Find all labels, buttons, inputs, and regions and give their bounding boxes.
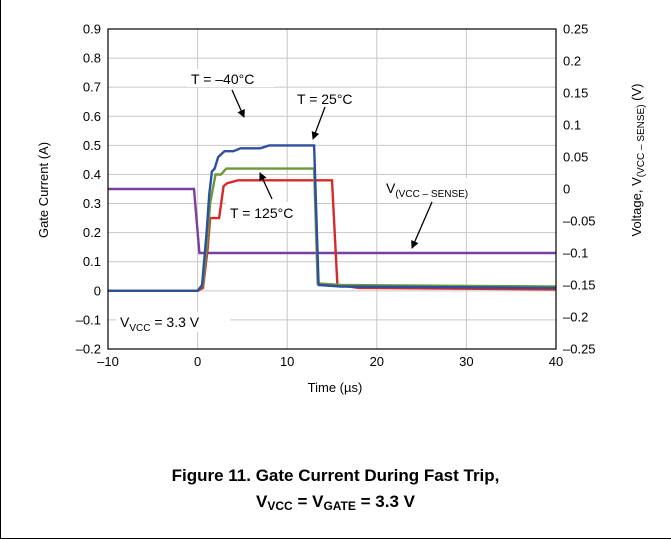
right-y-tick-label: –0.05 [563,214,596,229]
right-y-tick-label: –0.2 [563,310,588,325]
plot-area-border [107,28,557,350]
left-y-tick-label: 0.9 [83,22,101,37]
left-y-axis-title: Gate Current (A) [36,142,51,238]
series-line-vsense [108,187,556,255]
left-y-tick-label: 0 [94,283,101,298]
x-axis-ticks: –10 0 10 20 30 40 [97,354,563,369]
annotation-25: T = 25°C [294,89,368,140]
right-y-tick-label: –0.25 [563,342,596,357]
svg-text:T = 25°C: T = 25°C [297,91,353,107]
right-y-tick-label: 0.25 [563,22,588,37]
left-y-tick-label: 0.8 [83,51,101,66]
svg-text:VVCC = 3.3 V: VVCC = 3.3 V [120,314,200,334]
series-line-minus40 [108,144,557,292]
annotation-vvcc: VVCC = 3.3 V [116,312,230,334]
x-tick-label: 20 [370,354,384,369]
left-y-axis-ticks: 0.9 0.8 0.7 0.6 0.5 0.4 0.3 0.2 0.1 0 –0.1 –0.2 [76,22,101,357]
right-y-tick-label: 0.1 [563,118,581,133]
annotation-minus40: T = –40°C [187,69,275,118]
x-tick-label: 0 [194,354,201,369]
figure-caption: Figure 11. Gate Current During Fast Trip… [0,463,671,519]
right-y-tick-label: 0 [563,182,570,197]
x-tick-label: 40 [549,354,563,369]
left-y-tick-label: –0.2 [76,342,101,357]
annotation-125: T = 125°C [226,172,314,221]
right-y-axis-title: Voltage, V(VCC – SENSE) (V) [629,83,647,236]
x-tick-label: 10 [280,354,294,369]
left-y-tick-label: 0.3 [83,196,101,211]
right-y-axis-ticks: 0.25 0.2 0.15 0.1 0.05 0 –0.05 –0.1 –0.15 –0.2 –0.… [563,22,596,357]
annotation-vsense: V(VCC – SENSE) [382,178,500,249]
svg-text:T = 125°C: T = 125°C [230,205,293,221]
x-tick-label: 30 [459,354,473,369]
left-y-tick-label: 0.5 [83,138,101,153]
left-y-tick-label: 0.7 [83,80,101,95]
caption-line-1: Figure 11. Gate Current During Fast Trip… [171,466,500,485]
svg-text:V(VCC – SENSE): V(VCC – SENSE) [386,180,468,200]
left-y-tick-label: 0.1 [83,254,101,269]
left-y-tick-label: 0.2 [83,225,101,240]
left-y-tick-label: 0.4 [83,167,101,182]
left-y-tick-label: –0.1 [76,312,101,327]
right-y-tick-label: –0.1 [563,246,588,261]
right-y-tick-label: 0.15 [563,86,588,101]
x-axis-title: Time (µs) [308,380,363,395]
svg-text:T = –40°C: T = –40°C [191,71,254,87]
series-layer [108,144,557,292]
right-y-tick-label: 0.2 [563,54,581,69]
right-y-tick-label: 0.05 [563,150,588,165]
x-tick-label: –10 [97,354,119,369]
left-y-tick-label: 0.6 [83,109,101,124]
right-y-tick-label: –0.15 [563,278,596,293]
caption-line-2: VVCC = VGATE = 3.3 V [256,492,415,513]
